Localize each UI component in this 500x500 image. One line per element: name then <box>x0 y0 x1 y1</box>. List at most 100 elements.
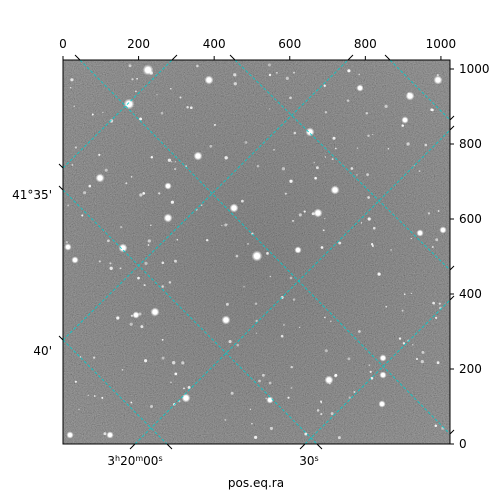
star <box>258 379 261 383</box>
star <box>334 147 337 150</box>
star <box>320 413 323 416</box>
bright-star-core <box>296 248 300 252</box>
dec-tick-label: 40' <box>33 344 52 358</box>
star <box>209 144 213 148</box>
grid-line <box>234 60 450 271</box>
star <box>160 111 164 115</box>
star <box>275 71 278 74</box>
star <box>251 422 253 425</box>
star <box>421 350 425 354</box>
bright-star-core <box>307 129 313 135</box>
star <box>102 111 104 114</box>
star <box>332 136 336 140</box>
star <box>320 401 323 404</box>
edge-tick <box>299 443 306 450</box>
star <box>273 149 275 151</box>
star <box>416 358 418 360</box>
star <box>73 105 75 108</box>
bright-star-core <box>195 153 201 159</box>
star <box>402 342 406 345</box>
edge-tick <box>449 265 455 271</box>
star <box>329 320 332 323</box>
star <box>292 298 296 301</box>
star <box>371 133 374 136</box>
star <box>269 275 272 278</box>
star <box>293 131 297 135</box>
star <box>337 436 341 440</box>
top-tick-label: 600 <box>278 37 301 51</box>
star <box>78 408 80 411</box>
star <box>149 224 152 227</box>
star <box>256 164 260 168</box>
grid-edge-ticks <box>58 54 455 450</box>
star <box>365 112 369 115</box>
star <box>196 64 199 68</box>
edge-tick <box>129 443 136 450</box>
star <box>128 64 132 68</box>
star <box>129 322 133 326</box>
star <box>247 243 249 245</box>
star <box>370 243 374 246</box>
star <box>241 199 244 203</box>
star <box>143 284 146 287</box>
star <box>254 302 258 305</box>
bright-star-core <box>183 395 189 401</box>
star <box>147 244 150 246</box>
star <box>324 349 328 353</box>
bright-star-core <box>358 86 362 90</box>
star <box>266 252 269 255</box>
star <box>412 344 414 346</box>
star <box>174 372 178 376</box>
star <box>172 361 176 365</box>
star <box>174 259 177 263</box>
star <box>406 142 410 146</box>
bright-star-core <box>268 398 272 402</box>
star <box>74 146 78 149</box>
star <box>367 134 370 137</box>
star <box>303 210 306 213</box>
star <box>293 71 295 74</box>
bright-star-core <box>152 309 158 315</box>
star <box>174 161 177 163</box>
grid-line <box>63 339 168 444</box>
star <box>233 73 237 77</box>
star <box>144 359 148 363</box>
star <box>334 373 338 377</box>
star <box>186 106 189 109</box>
star <box>224 418 227 421</box>
star <box>287 396 290 399</box>
bright-star-core <box>326 377 332 383</box>
star <box>432 301 435 305</box>
star <box>348 396 351 399</box>
star <box>130 176 133 178</box>
top-pixel-axis: 0 200 400 600 800 1000 <box>59 37 456 60</box>
star <box>338 241 342 245</box>
star <box>410 292 412 295</box>
edge-tick <box>449 429 455 435</box>
star <box>401 124 404 127</box>
star <box>269 108 271 110</box>
star <box>438 302 441 305</box>
star <box>235 254 239 258</box>
grid-line <box>134 129 450 444</box>
star <box>410 237 412 240</box>
right-tick-label: 200 <box>459 362 482 376</box>
star <box>170 200 175 204</box>
star <box>360 222 363 224</box>
star <box>323 84 326 87</box>
star <box>225 302 229 306</box>
bright-star-core <box>381 356 385 360</box>
star <box>403 293 406 296</box>
star <box>281 167 286 171</box>
star <box>324 156 327 158</box>
edge-tick <box>449 125 455 131</box>
star <box>88 184 92 188</box>
star <box>205 238 209 242</box>
star <box>401 309 404 312</box>
star <box>244 141 248 144</box>
edge-tick <box>229 54 236 61</box>
grid-line <box>304 299 450 444</box>
bright-star-core <box>73 258 77 262</box>
star <box>424 143 428 147</box>
